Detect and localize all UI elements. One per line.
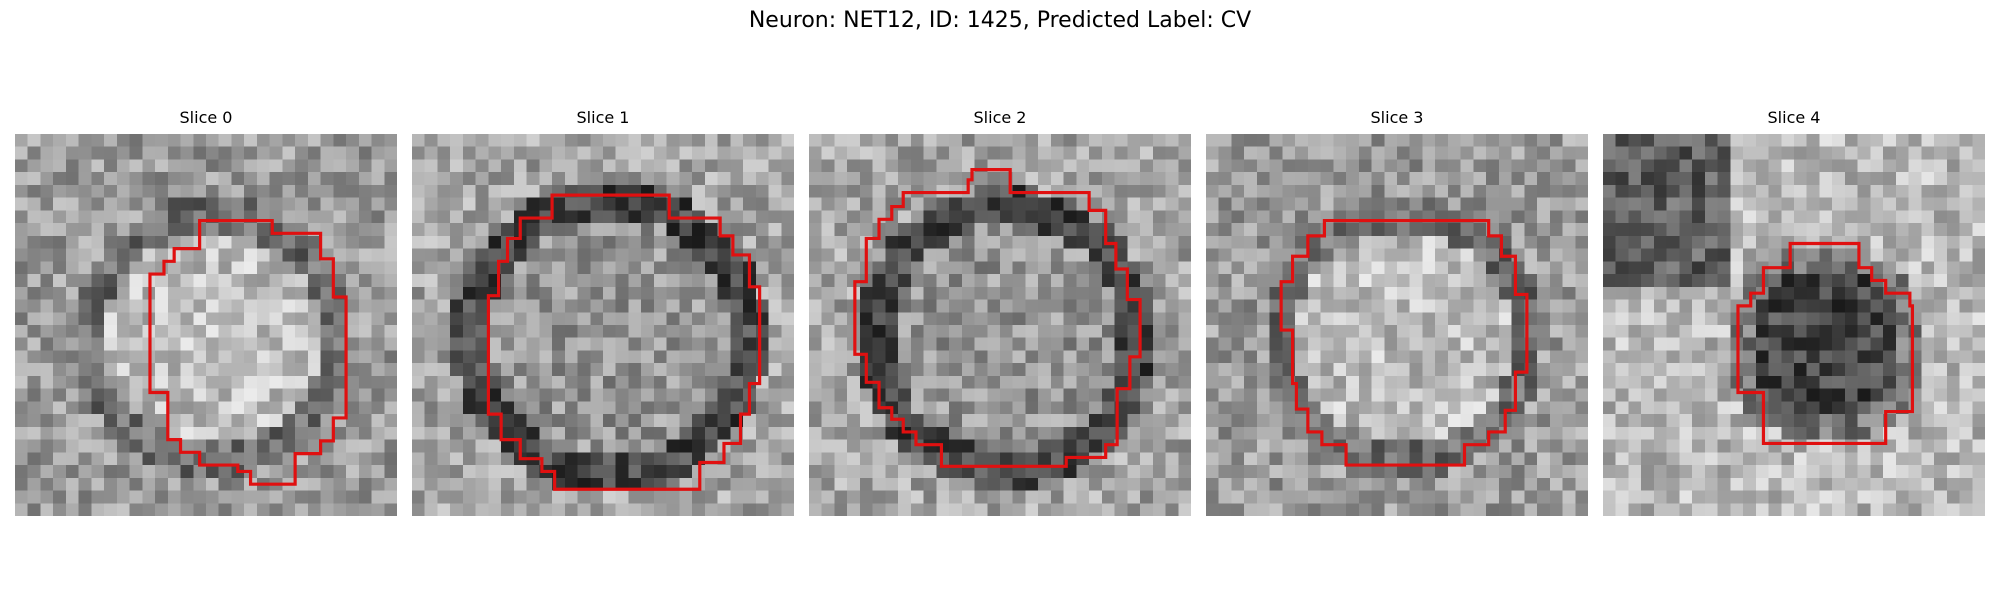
slice-title-2: Slice 2	[973, 108, 1027, 127]
slice-title-3: Slice 3	[1370, 108, 1424, 127]
roi-contour-1	[486, 193, 762, 491]
slice-pixels-1	[412, 134, 794, 516]
slice-image-4	[1603, 134, 1985, 516]
slice-pixels-4	[1603, 134, 1985, 516]
slice-image-3	[1206, 134, 1588, 516]
slice-image-1	[412, 134, 794, 516]
roi-contour-2	[853, 168, 1142, 468]
roi-contour-0	[148, 218, 348, 486]
slice-image-0	[15, 134, 397, 516]
slice-title-0: Slice 0	[179, 108, 233, 127]
roi-contour-3	[1279, 218, 1529, 467]
figure-title: Neuron: NET12, ID: 1425, Predicted Label…	[748, 8, 1252, 33]
slice-title-4: Slice 4	[1767, 108, 1821, 127]
slice-pixels-0	[15, 134, 397, 516]
slice-title-1: Slice 1	[576, 108, 630, 127]
slice-image-2	[809, 134, 1191, 516]
slice-pixels-2	[809, 134, 1191, 516]
slice-pixels-3	[1206, 134, 1588, 516]
roi-contour-4	[1736, 241, 1915, 446]
